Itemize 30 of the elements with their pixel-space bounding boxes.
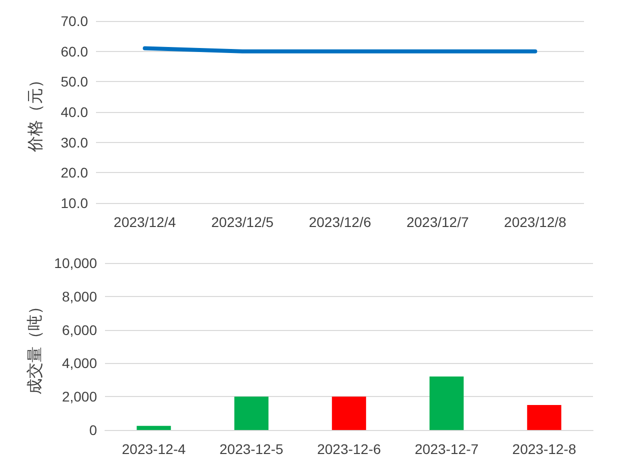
y-tick-label: 60.0: [60, 43, 88, 60]
bar: [234, 396, 268, 430]
x-tick-label: 2023-12-5: [219, 441, 284, 457]
y-tick-label: 50.0: [60, 74, 88, 90]
x-tick-label: 2023/12/5: [211, 214, 274, 230]
bar: [527, 404, 562, 430]
x-tick-label: 2023-12-6: [317, 441, 382, 457]
x-tick-label: 2023/12/8: [504, 214, 567, 230]
y-axis-title: 价格（元）: [28, 72, 44, 153]
y-tick-label: 10.0: [60, 195, 88, 211]
y-tick-label: 20.0: [60, 164, 88, 181]
y-tick-label: 4,000: [62, 355, 98, 372]
y-axis-title: 成交量（吨）: [26, 298, 44, 394]
x-tick-label: 2023-12-7: [414, 441, 479, 457]
x-tick-label: 2023/12/7: [406, 214, 469, 230]
x-tick-label: 2023/12/4: [114, 214, 176, 230]
bar: [136, 426, 171, 430]
x-tick-label: 2023/12/6: [308, 214, 372, 230]
bar: [332, 396, 366, 430]
bar: [430, 376, 464, 430]
y-tick-label: 40.0: [60, 104, 88, 120]
x-tick-label: 2023-12-4: [122, 441, 186, 457]
y-tick-label: 70.0: [60, 13, 88, 29]
y-tick-label: 8,000: [62, 288, 98, 304]
y-tick-label: 0: [89, 422, 98, 438]
y-tick-label: 10,000: [54, 255, 98, 271]
y-tick-label: 6,000: [62, 322, 98, 338]
x-tick-label: 2023-12-8: [512, 441, 576, 457]
y-tick-label: 30.0: [60, 134, 88, 150]
y-tick-label: 2,000: [62, 388, 98, 405]
